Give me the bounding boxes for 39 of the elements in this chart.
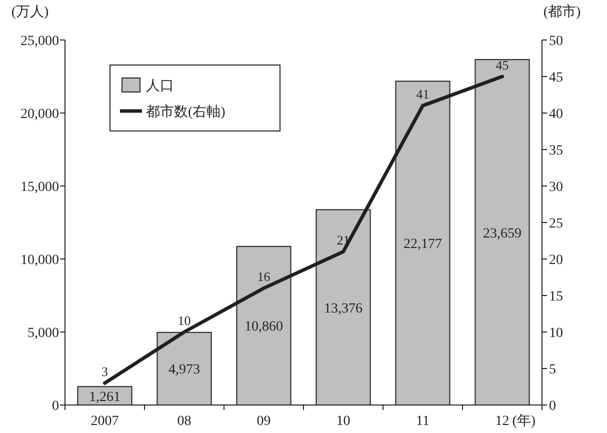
y-axis-title: (万人) [11, 4, 49, 20]
y2-tick-label: 25 [549, 216, 563, 232]
y2-tick-label: 30 [549, 180, 563, 195]
y-tick-label: 10,000 [20, 253, 59, 268]
y2-tick-label: 5 [549, 362, 556, 378]
x-tick-label: 11 [416, 414, 430, 429]
y2-tick-label: 40 [549, 107, 563, 122]
data-label: 13,376 [324, 301, 362, 316]
x-tick-label: 09 [256, 414, 271, 429]
y2-tick-label: 0 [549, 399, 556, 414]
y-tick-label: 20,000 [20, 107, 59, 122]
data-label: 10,860 [244, 320, 283, 335]
data-label: 45 [496, 58, 509, 72]
y-tick-label: 5,000 [28, 326, 59, 341]
y2-tick-label: 35 [549, 144, 563, 158]
data-label: 16 [257, 269, 271, 284]
x-axis-title: (年) [512, 413, 536, 429]
y-tick-label: 0 [52, 399, 59, 414]
y-tick-label: 15,000 [20, 180, 59, 195]
data-label: 1,261 [89, 390, 120, 405]
data-label: 3 [102, 364, 108, 380]
data-label: 22,177 [404, 237, 442, 252]
y2-tick-label: 15 [549, 290, 563, 304]
data-label: 41 [416, 86, 430, 102]
y2-tick-label: 20 [549, 253, 563, 268]
legend-label: 人口 [146, 78, 174, 94]
data-label: 23,659 [483, 226, 522, 242]
y2-tick-label: 45 [549, 70, 563, 86]
y-tick-label: 25,000 [20, 34, 59, 49]
y2-tick-label: 10 [549, 326, 563, 341]
data-label: 4,973 [168, 362, 200, 378]
x-tick-label: 10 [336, 414, 350, 429]
legend-label: 都市数(右軸) [146, 104, 226, 120]
data-label: 10 [178, 313, 191, 328]
x-tick-label: 12 [495, 414, 510, 429]
y2-axis-title: (都市) [543, 4, 581, 20]
x-tick-label: 2007 [90, 414, 119, 429]
x-tick-label: 08 [177, 414, 192, 429]
y2-tick-label: 50 [549, 34, 563, 49]
